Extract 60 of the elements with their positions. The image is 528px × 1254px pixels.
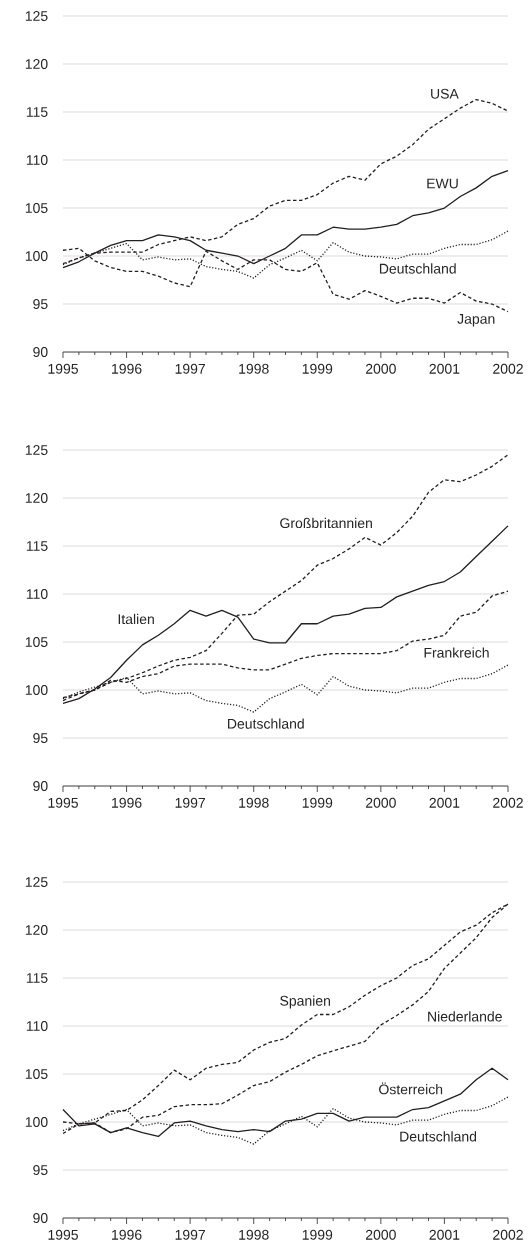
series-label: EWU [427, 178, 458, 189]
series-label: Japan [457, 314, 495, 327]
y-tick-label: 115 [26, 107, 48, 117]
y-tick-label: 100 [25, 1117, 48, 1127]
x-tick-label: 1996 [111, 363, 142, 374]
x-tick-label: 1995 [48, 363, 78, 374]
y-tick-label: 100 [25, 685, 48, 695]
y-tick-label: 95 [33, 733, 48, 743]
series-label: Spanien [280, 995, 330, 1009]
x-tick-label: 1999 [302, 1229, 333, 1240]
x-tick-label: 1998 [239, 797, 269, 808]
x-tick-label: 2001 [429, 1229, 460, 1240]
y-tick-label: 110 [26, 1021, 48, 1031]
y-tick-label: 115 [26, 973, 48, 983]
series-label: USA [431, 88, 459, 99]
y-tick-label: 125 [25, 877, 48, 887]
series-label: Italien [118, 613, 154, 625]
y-tick-label: 115 [26, 541, 48, 551]
y-tick-label: 120 [25, 925, 48, 935]
series-label: Frankreich [424, 647, 489, 658]
x-tick-label: 2002 [493, 363, 523, 374]
y-tick-label: 95 [33, 299, 48, 309]
y-tick-label: 95 [33, 1165, 48, 1175]
series-label: Österreich [378, 1082, 442, 1095]
y-tick-label: 110 [26, 589, 48, 599]
x-tick-label: 1997 [175, 797, 205, 808]
x-tick-label: 1995 [48, 797, 78, 808]
y-tick-label: 120 [25, 493, 48, 503]
x-tick-label: 2000 [365, 797, 396, 808]
series-label: Niederlande [428, 1011, 502, 1022]
x-tick-label: 2001 [429, 363, 460, 374]
y-tick-label: 125 [25, 11, 48, 21]
x-tick-label: 2002 [493, 1229, 523, 1240]
x-tick-label: 2001 [429, 797, 460, 808]
x-tick-label: 1998 [239, 1229, 269, 1240]
x-tick-label: 1999 [302, 363, 333, 374]
y-tick-label: 90 [33, 347, 48, 357]
x-tick-label: 1997 [175, 363, 205, 374]
series-label: Deutschland [379, 263, 456, 274]
x-tick-label: 1995 [48, 1229, 78, 1240]
y-tick-label: 100 [25, 251, 48, 261]
y-tick-label: 90 [33, 781, 48, 791]
y-tick-label: 110 [26, 155, 48, 165]
x-tick-label: 1999 [302, 797, 333, 808]
x-tick-label: 1997 [175, 1229, 205, 1240]
series-label: Deutschland [227, 718, 304, 729]
x-tick-label: 1998 [239, 363, 269, 374]
y-tick-label: 105 [25, 203, 48, 213]
y-tick-label: 125 [25, 445, 48, 455]
series-label: Großbritannien [280, 517, 372, 529]
x-tick-label: 2000 [365, 363, 396, 374]
x-tick-label: 2000 [365, 1229, 396, 1240]
series-label: Deutschland [400, 1131, 476, 1142]
x-tick-label: 2002 [493, 797, 523, 808]
x-tick-label: 1996 [111, 1229, 142, 1240]
y-tick-label: 120 [25, 59, 48, 69]
y-tick-label: 90 [33, 1213, 48, 1223]
y-tick-label: 105 [25, 637, 48, 647]
y-tick-label: 105 [25, 1069, 48, 1079]
x-tick-label: 1996 [111, 797, 142, 808]
